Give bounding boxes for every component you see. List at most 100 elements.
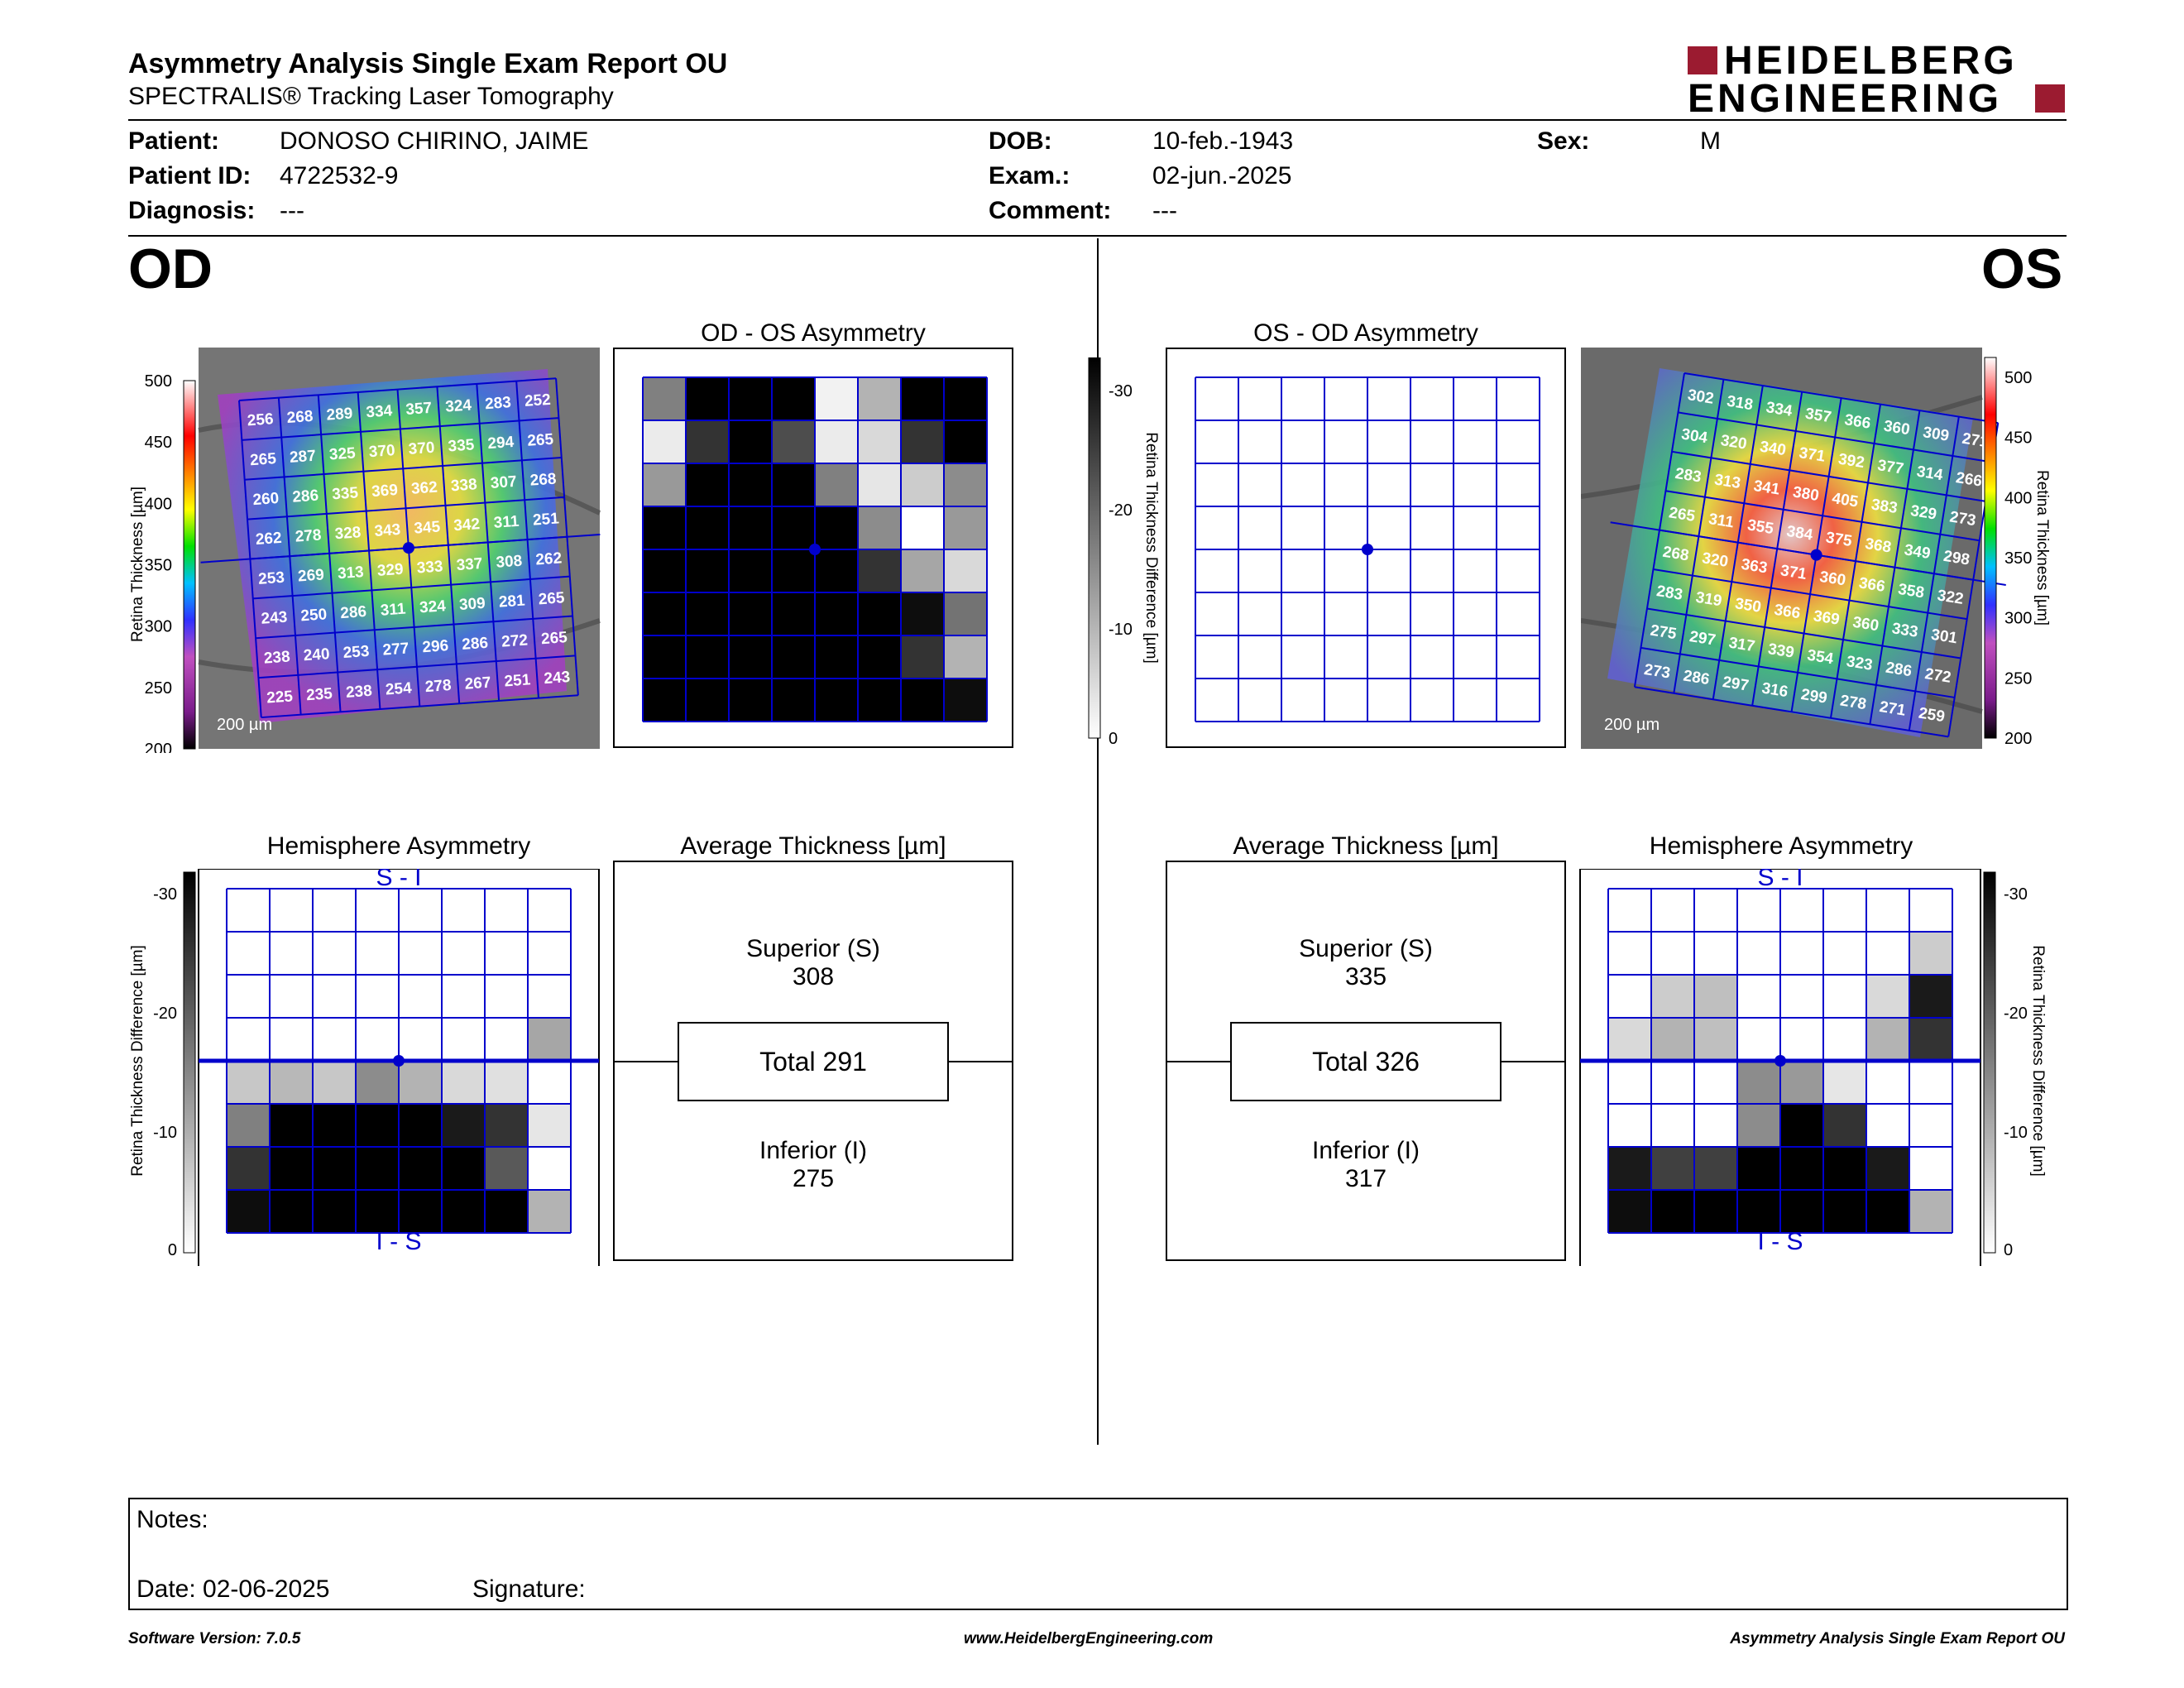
od-hemi-cell [399,1104,442,1147]
od-asym-cell [729,420,772,463]
os-hemi-cell [1651,1061,1694,1104]
os-asym-cell [1454,420,1497,463]
os-thickness-tick: 200 [2004,730,2032,748]
od-thickness-value: 253 [258,569,285,588]
od-average-thickness-panel: Superior (S) 308 Total 291 Inferior (I) … [613,861,1013,1261]
od-asym-cell [729,592,772,635]
os-thickness-value: 271 [1878,698,1907,720]
os-asym-cell [1410,377,1454,420]
os-asym-cell [1324,549,1367,592]
od-thickness-value: 342 [453,516,481,535]
od-thickness-value: 267 [464,674,491,693]
os-hemi-cell [1909,1147,1952,1190]
os-hemi-cell [1651,1104,1694,1147]
od-asym-cell [772,420,815,463]
od-hemi-cell [270,889,313,932]
center-diff-tick: -10 [1109,621,1133,639]
os-asym-cell [1195,463,1238,506]
od-thickness-tick: 300 [145,618,172,636]
od-hemi-colorbar [183,871,196,1254]
os-thickness-value: 309 [1922,424,1951,445]
od-thickness-value: 289 [326,405,353,424]
od-hemi-cell [528,1104,571,1147]
od-hemi-cell [270,1147,313,1190]
os-hemi-cell [1608,932,1651,975]
os-thickness-value: 369 [1813,607,1842,629]
os-superior-label: Superior (S) [1299,935,1433,962]
os-asym-cell [1410,679,1454,722]
os-thickness-value: 392 [1837,451,1866,472]
os-thickness-value: 298 [1942,548,1971,569]
od-hemi-cell [442,932,485,975]
os-thickness-map: 302 318 334 357 366 360 309 271 304 320 340 371 392 3… [1580,348,2094,753]
os-asym-cell [1324,592,1367,635]
os-asym-cell [1238,506,1281,549]
od-asym-cell [815,420,858,463]
notes-box[interactable]: Notes: Date: 02-06-2025 Signature: [128,1498,2068,1610]
od-thickness-tick: 450 [145,434,172,452]
od-scale-bar: 200 µm [217,716,272,734]
os-thickness-axis-label: Retina Thickness [µm] [2033,470,2051,626]
od-hemi-cell [270,975,313,1018]
os-average-thickness-panel: Superior (S) 335 Total 326 Inferior (I) … [1166,861,1566,1261]
os-thickness-value: 322 [1936,587,1965,608]
os-asym-cell [1195,679,1238,722]
os-hemi-cell [1651,932,1694,975]
od-asym-cell [815,463,858,506]
os-thickness-value: 314 [1915,463,1944,485]
od-thickness-value: 269 [297,566,324,585]
os-thickness-value: 273 [1948,508,1977,530]
os-hemi-cell [1694,932,1737,975]
os-thickness-value: 355 [1746,516,1775,538]
os-hemi-cell [1780,975,1823,1018]
od-hemi-cell [399,1061,442,1104]
os-asym-cell [1367,592,1410,635]
od-hemi-cell [227,932,270,975]
os-asym-cell [1324,679,1367,722]
od-asym-cell [643,549,686,592]
od-asym-cell [686,592,729,635]
os-thickness-value: 259 [1918,705,1947,727]
os-hemi-cell [1823,975,1866,1018]
website-link[interactable]: www.HeidelbergEngineering.com [964,1630,1214,1647]
od-hemi-tick: 0 [168,1241,177,1259]
os-hemi-cell [1823,1018,1866,1061]
os-asym-cell [1367,377,1410,420]
od-hemi-cell [528,1018,571,1061]
os-thickness-value: 357 [1804,405,1833,427]
od-hemi-cell [399,889,442,932]
os-asym-cell [1281,592,1324,635]
od-thickness-value: 286 [462,635,489,654]
os-asym-cell [1367,635,1410,679]
od-hemi-cell [442,1061,485,1104]
od-hemi-cell [356,932,399,975]
os-asym-cell [1281,463,1324,506]
os-total-value: Total 326 [1230,1022,1502,1101]
os-thickness-value: 272 [1923,665,1952,687]
od-hemi-cell [528,932,571,975]
od-asym-cell [901,420,944,463]
od-asym-cell [858,635,901,679]
od-hemi-cell [270,1018,313,1061]
od-hemi-cell [227,1147,270,1190]
od-inferior-value: 275 [792,1165,835,1192]
os-asym-cell [1281,635,1324,679]
od-thickness-value: 256 [247,410,274,429]
od-inferior-label: Inferior (I) [759,1137,868,1164]
od-asym-cell [686,635,729,679]
os-hemi-fovea [1774,1055,1786,1067]
od-thickness-value: 343 [374,521,401,540]
od-thickness-value: 345 [414,518,442,537]
od-thickness-value: 296 [422,637,449,656]
os-hemi-axis-label: Retina Thickness Difference [µm] [2029,945,2047,1177]
od-asym-cell [643,506,686,549]
os-asym-cell [1195,549,1238,592]
os-thickness-value: 405 [1831,490,1860,511]
os-thickness-value: 323 [1845,653,1874,674]
od-asym-cell [686,420,729,463]
od-hemi-cell [227,889,270,932]
od-asym-cell [944,549,987,592]
os-hemi-cell [1737,1147,1780,1190]
od-hemi-cell [528,889,571,932]
od-asym-cell [901,463,944,506]
